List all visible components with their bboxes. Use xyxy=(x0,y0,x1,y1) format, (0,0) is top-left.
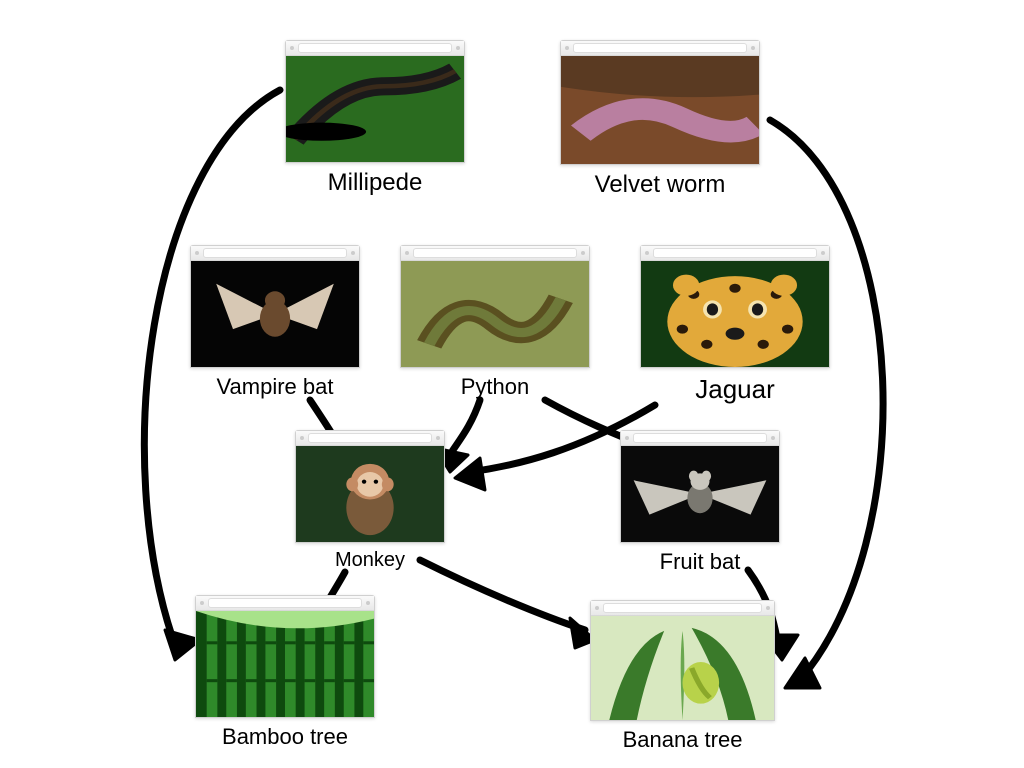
label-bamboo-tree: Bamboo tree xyxy=(195,724,375,750)
browser-bar xyxy=(401,246,589,261)
label-python: Python xyxy=(400,374,590,400)
browser-bar xyxy=(621,431,779,446)
thumb-banana-tree xyxy=(591,616,774,720)
thumb-frame xyxy=(285,40,465,163)
thumb-bamboo-tree xyxy=(196,611,374,717)
label-velvet-worm: Velvet worm xyxy=(560,171,760,199)
node-bamboo-tree: Bamboo tree xyxy=(195,595,375,750)
thumb-frame xyxy=(190,245,360,368)
thumb-frame xyxy=(295,430,445,543)
node-jaguar: Jaguar xyxy=(640,245,830,405)
thumb-monkey xyxy=(296,446,444,542)
browser-bar xyxy=(196,596,374,611)
thumb-fruit-bat xyxy=(621,446,779,542)
label-fruit-bat: Fruit bat xyxy=(620,549,780,575)
label-vampire-bat: Vampire bat xyxy=(190,374,360,400)
label-millipede: Millipede xyxy=(285,169,465,197)
arrowhead-jaguar-monkey xyxy=(455,458,485,490)
browser-bar xyxy=(561,41,759,56)
browser-bar xyxy=(286,41,464,56)
node-vampire-bat: Vampire bat xyxy=(190,245,360,400)
label-monkey: Monkey xyxy=(295,549,445,572)
thumb-frame xyxy=(640,245,830,368)
node-velvet-worm: Velvet worm xyxy=(560,40,760,199)
browser-bar xyxy=(591,601,774,616)
browser-bar xyxy=(191,246,359,261)
thumb-frame xyxy=(400,245,590,368)
thumb-jaguar xyxy=(641,261,829,367)
label-banana-tree: Banana tree xyxy=(590,727,775,753)
node-millipede: Millipede xyxy=(285,40,465,197)
food-web-diagram: Millipede Velvet worm Vampire bat Python… xyxy=(0,0,1024,768)
thumb-vampire-bat xyxy=(191,261,359,367)
browser-bar xyxy=(296,431,444,446)
label-jaguar: Jaguar xyxy=(640,374,830,405)
node-python: Python xyxy=(400,245,590,400)
browser-bar xyxy=(641,246,829,261)
thumb-frame xyxy=(620,430,780,543)
node-fruit-bat: Fruit bat xyxy=(620,430,780,575)
thumb-millipede xyxy=(286,56,464,162)
thumb-frame xyxy=(195,595,375,718)
thumb-python xyxy=(401,261,589,367)
thumb-velvet-worm xyxy=(561,56,759,164)
thumb-frame xyxy=(560,40,760,165)
arrowhead-velvet_worm-banana_tree xyxy=(785,658,820,688)
node-monkey: Monkey xyxy=(295,430,445,572)
thumb-frame xyxy=(590,600,775,721)
edge-python-monkey xyxy=(448,400,480,458)
node-banana-tree: Banana tree xyxy=(590,600,775,753)
